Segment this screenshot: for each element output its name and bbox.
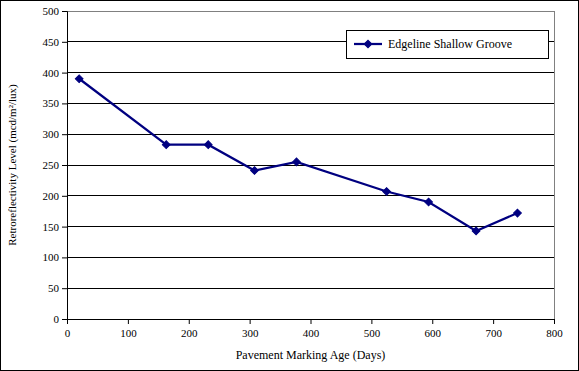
y-tick-mark [62, 257, 67, 258]
y-tick-label: 450 [43, 36, 60, 48]
y-axis-title: Retroreflectivity Level (mcd/m²/lux) [6, 84, 19, 246]
x-tick: 600 [425, 319, 442, 339]
chart: 0 100 200 300 400 500 600 700 800 0 50 100 150 200 250… [0, 0, 579, 371]
y-tick-label: 350 [43, 97, 60, 109]
x-tick: 700 [485, 319, 502, 339]
x-tick: 200 [181, 319, 198, 339]
x-tick-mark [250, 319, 251, 324]
y-tick: 300 [43, 128, 68, 140]
x-tick-label: 700 [485, 327, 502, 339]
grid-line [67, 134, 554, 135]
x-tick-mark [554, 319, 555, 324]
y-tick: 450 [43, 36, 68, 48]
y-tick-label: 250 [43, 159, 60, 171]
x-axis-title: Pavement Marking Age (Days) [236, 348, 386, 362]
series-group [75, 75, 521, 235]
y-tick: 250 [43, 159, 68, 171]
series-marker [293, 158, 301, 166]
x-tick-label: 200 [181, 327, 198, 339]
y-tick: 200 [43, 190, 68, 202]
y-tick-mark [62, 73, 67, 74]
series-marker [162, 141, 170, 149]
x-tick: 400 [303, 319, 320, 339]
x-tick-label: 100 [120, 327, 137, 339]
x-tick-mark [493, 319, 494, 324]
grid-line [67, 226, 554, 227]
x-tick: 500 [364, 319, 381, 339]
series-marker [75, 75, 83, 83]
y-tick-mark [62, 103, 67, 104]
y-tick-mark [62, 11, 67, 12]
x-axis: 0 100 200 300 400 500 600 700 800 [65, 319, 564, 339]
x-tick-mark [189, 319, 190, 324]
x-tick-label: 800 [546, 327, 563, 339]
x-tick: 0 [65, 319, 71, 339]
y-tick-mark [62, 42, 67, 43]
x-tick: 300 [242, 319, 259, 339]
y-tick-label: 400 [43, 67, 60, 79]
grid-line [67, 103, 554, 104]
y-tick: 400 [43, 67, 68, 79]
x-tick-label: 500 [364, 327, 381, 339]
y-tick: 50 [48, 282, 67, 294]
y-tick-mark [62, 196, 67, 197]
series-line [79, 79, 517, 231]
x-tick-label: 300 [242, 327, 259, 339]
series-marker [472, 227, 480, 235]
x-tick: 100 [120, 319, 137, 339]
grid-line [67, 288, 554, 289]
x-tick-mark [371, 319, 372, 324]
x-axis-line [68, 320, 555, 325]
y-tick: 150 [43, 221, 68, 233]
x-tick-mark [311, 319, 312, 324]
series-marker [251, 167, 259, 175]
grid-line [67, 257, 554, 258]
legend-marker [364, 40, 372, 48]
y-axis-line [62, 12, 68, 320]
x-tick-mark [128, 319, 129, 324]
grid-line [67, 72, 554, 73]
legend: Edgeline Shallow Groove [346, 30, 548, 58]
y-tick-label: 50 [48, 282, 60, 294]
series-marker [514, 209, 522, 217]
y-tick-mark [62, 319, 67, 320]
plot-area: 0 100 200 300 400 500 600 700 800 0 50 100 150 200 250… [43, 5, 564, 339]
y-tick-mark [62, 134, 67, 135]
y-tick-label: 0 [54, 313, 60, 325]
chart-frame [1, 1, 579, 371]
x-tick-label: 0 [65, 327, 71, 339]
y-tick: 100 [43, 251, 68, 263]
y-tick-label: 150 [43, 221, 60, 233]
series-marker [383, 188, 391, 196]
y-tick-mark [62, 288, 67, 289]
y-tick: 500 [43, 5, 68, 17]
y-tick-label: 100 [43, 251, 60, 263]
grid [67, 11, 554, 319]
y-tick: 350 [43, 97, 68, 109]
x-tick-label: 400 [303, 327, 320, 339]
y-tick-mark [62, 165, 67, 166]
series-marker [204, 141, 212, 149]
y-tick-label: 300 [43, 128, 60, 140]
y-axis: 0 50 100 150 200 250 300 350 400 450 500 [43, 5, 68, 325]
series-marker [425, 198, 433, 206]
y-tick-mark [62, 227, 67, 228]
y-tick-label: 500 [43, 5, 60, 17]
y-tick-label: 200 [43, 190, 60, 202]
legend-box [346, 30, 548, 58]
x-tick: 800 [546, 319, 563, 339]
x-tick-mark [432, 319, 433, 324]
y-tick: 0 [54, 313, 68, 325]
x-tick-label: 600 [425, 327, 442, 339]
grid-line [67, 195, 554, 196]
plot-frame [67, 11, 554, 319]
legend-label: Edgeline Shallow Groove [388, 37, 512, 51]
